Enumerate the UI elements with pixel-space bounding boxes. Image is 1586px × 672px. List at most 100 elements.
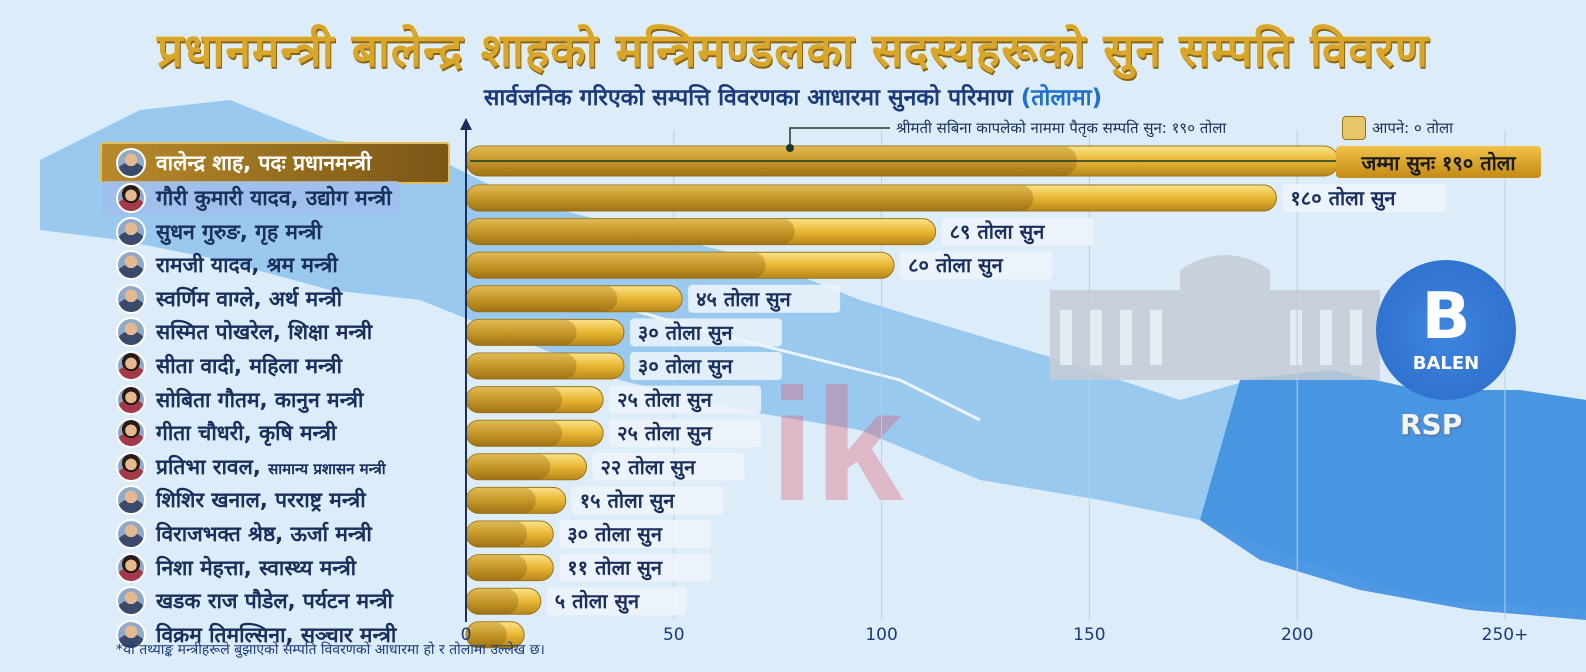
row-label: खडक राज पौडेल, पर्यटन मन्त्री — [102, 584, 393, 618]
avatar — [116, 519, 146, 549]
data-label: ५ तोला सुन — [555, 589, 640, 614]
x-tick-label: 150 — [1073, 625, 1105, 645]
x-tick-label: 250+ — [1482, 625, 1529, 645]
bar-shade — [466, 521, 528, 547]
footnote: *यो तथ्याङ्क मन्त्रीहरूले बुझाएको सम्पति… — [116, 642, 545, 658]
avatar — [116, 216, 146, 247]
category-label: शिशिर खनाल, परराष्ट्र मन्त्री — [156, 488, 366, 513]
avatar — [116, 586, 146, 617]
row-label: निशा मेहत्ता, स्वास्थ्य मन्त्री — [102, 551, 356, 585]
bar-shade — [466, 353, 577, 379]
row-label: शिशिर खनाल, परराष्ट्र मन्त्री — [102, 483, 366, 517]
x-tick-label: 50 — [663, 625, 685, 645]
spouse-annotation: श्रीमती सबिना कापलेको नाममा पैतृक सम्पति… — [896, 119, 1227, 137]
row-label: सोबिता गौतम, कानुन मन्त्री — [102, 383, 363, 417]
row-label: गौरी कुमारी यादव, उद्योग मन्त्री — [102, 181, 400, 215]
data-label: ४५ तोला सुन — [696, 287, 792, 312]
avatar — [116, 250, 146, 281]
bar-shade — [466, 285, 618, 312]
avatar — [116, 317, 146, 348]
data-label-bg — [546, 587, 687, 616]
data-label: ८० तोला सुन — [908, 253, 1004, 278]
data-label-bg — [592, 452, 745, 481]
data-label: १५ तोला सुन — [580, 488, 676, 513]
badge-name: BALEN — [1412, 352, 1480, 374]
avatar — [116, 183, 146, 213]
row-label: स्वर्णिम वाग्ले, अर्थ मन्त्री — [102, 282, 342, 316]
category-label: सोबिता गौतम, कानुन मन्त्री — [156, 387, 364, 412]
data-label: ८९ तोला सुन — [950, 220, 1046, 245]
badge-letter: B — [1421, 279, 1471, 354]
bar-shade — [466, 218, 795, 245]
category-label: गीता चौधरी, कृषि मन्त्री — [156, 421, 337, 446]
party-badge: B BALEN — [1376, 260, 1516, 400]
data-label: २५ तोला सुन — [617, 388, 713, 413]
bar-shade — [466, 252, 766, 279]
bar-shade — [466, 554, 528, 581]
row-label: विराजभक्त श्रेष्ठ, ऊर्जा मन्त्री — [102, 517, 372, 551]
data-label-bg — [688, 284, 841, 313]
bar-shade — [466, 319, 577, 346]
category-label: प्रतिभा रावल, सामान्य प्रशासन मन्त्री — [156, 453, 386, 481]
chart-subtitle: सार्वजनिक गरिएको सम्पत्ति विवरणका आधारमा… — [0, 80, 1586, 112]
category-label: सस्मित पोखरेल, शिक्षा मन्त्री — [156, 320, 373, 345]
category-label: निशा मेहत्ता, स्वास्थ्य मन्त्री — [156, 555, 357, 580]
data-label: ३० तोला सुन — [567, 522, 663, 547]
total-gold-box: जम्मा सुनः १९० तोला — [1336, 146, 1541, 178]
party-label: RSP — [1400, 408, 1463, 441]
bar-shade — [466, 621, 507, 648]
category-label: विक्रम तिमल्सिना, सञ्चार मन्त्री — [156, 622, 397, 647]
category-label: रामजी यादव, श्रम मन्त्री — [156, 253, 338, 278]
data-label: १८० तोला सुन — [1290, 186, 1396, 211]
avatar — [116, 619, 146, 650]
category-name: प्रतिभा रावल, — [156, 454, 269, 479]
person-icon — [1342, 116, 1366, 140]
avatar — [116, 451, 146, 482]
category-label: सीता वादी, महिला मन्त्री — [156, 354, 342, 378]
axis-arrow — [460, 118, 472, 130]
row-label: सीता वादी, महिला मन्त्री — [102, 349, 342, 383]
category-label: सुधन गुरुङ, गृह मन्त्री — [156, 219, 322, 244]
avatar — [116, 418, 146, 449]
chart-title: प्रधानमन्त्री बालेन्द्र शाहको मन्त्रिमण्… — [156, 23, 1430, 77]
data-label-bg — [609, 385, 762, 414]
row-label: सस्मित पोखरेल, शिक्षा मन्त्री — [102, 315, 372, 349]
x-tick-label: 200 — [1281, 625, 1313, 645]
bar-shade — [466, 386, 563, 413]
bar-shade — [466, 420, 563, 447]
category-role: सामान्य प्रशासन मन्त्री — [268, 459, 386, 478]
row-label: गीता चौधरी, कृषि मन्त्री — [102, 416, 336, 450]
avatar — [116, 283, 146, 314]
own-gold-text: आपने: ० तोला — [1372, 119, 1454, 137]
own-gold-note: आपने: ० तोला — [1342, 116, 1453, 140]
avatar — [116, 384, 146, 415]
data-label-bg — [1282, 184, 1447, 212]
data-label-bg — [629, 318, 782, 347]
data-label: २५ तोला सुन — [617, 421, 713, 446]
data-label: ११ तोला सुन — [567, 556, 663, 581]
subtitle-unit: (तोलामा) — [1020, 85, 1103, 111]
data-label-bg — [571, 486, 724, 515]
x-tick-label: 100 — [865, 625, 897, 645]
avatar — [116, 351, 146, 381]
subtitle-text: सार्वजनिक गरिएको सम्पत्ति विवरणका आधारमा… — [483, 85, 1013, 111]
avatar — [116, 485, 146, 516]
data-label-bg — [559, 520, 712, 548]
category-label: गौरी कुमारी यादव, उद्योग मन्त्री — [156, 186, 392, 210]
avatar — [116, 148, 146, 178]
row-label: प्रतिभा रावल, सामान्य प्रशासन मन्त्री — [102, 450, 386, 484]
category-label: स्वर्णिम वाग्ले, अर्थ मन्त्री — [156, 286, 343, 311]
bar-shade — [466, 185, 1034, 211]
x-tick-label: 0 — [461, 625, 472, 645]
data-label-bg — [941, 217, 1094, 246]
bar-shade — [466, 588, 519, 615]
row-label: रामजी यादव, श्रम मन्त्री — [102, 248, 338, 282]
category-label: खडक राज पौडेल, पर्यटन मन्त्री — [156, 589, 393, 614]
data-label: २२ तोला सुन — [601, 455, 697, 480]
data-label-bg — [900, 251, 1053, 280]
category-label: विराजभक्त श्रेष्ठ, ऊर्जा मन्त्री — [156, 522, 372, 546]
data-label-bg — [629, 352, 782, 380]
